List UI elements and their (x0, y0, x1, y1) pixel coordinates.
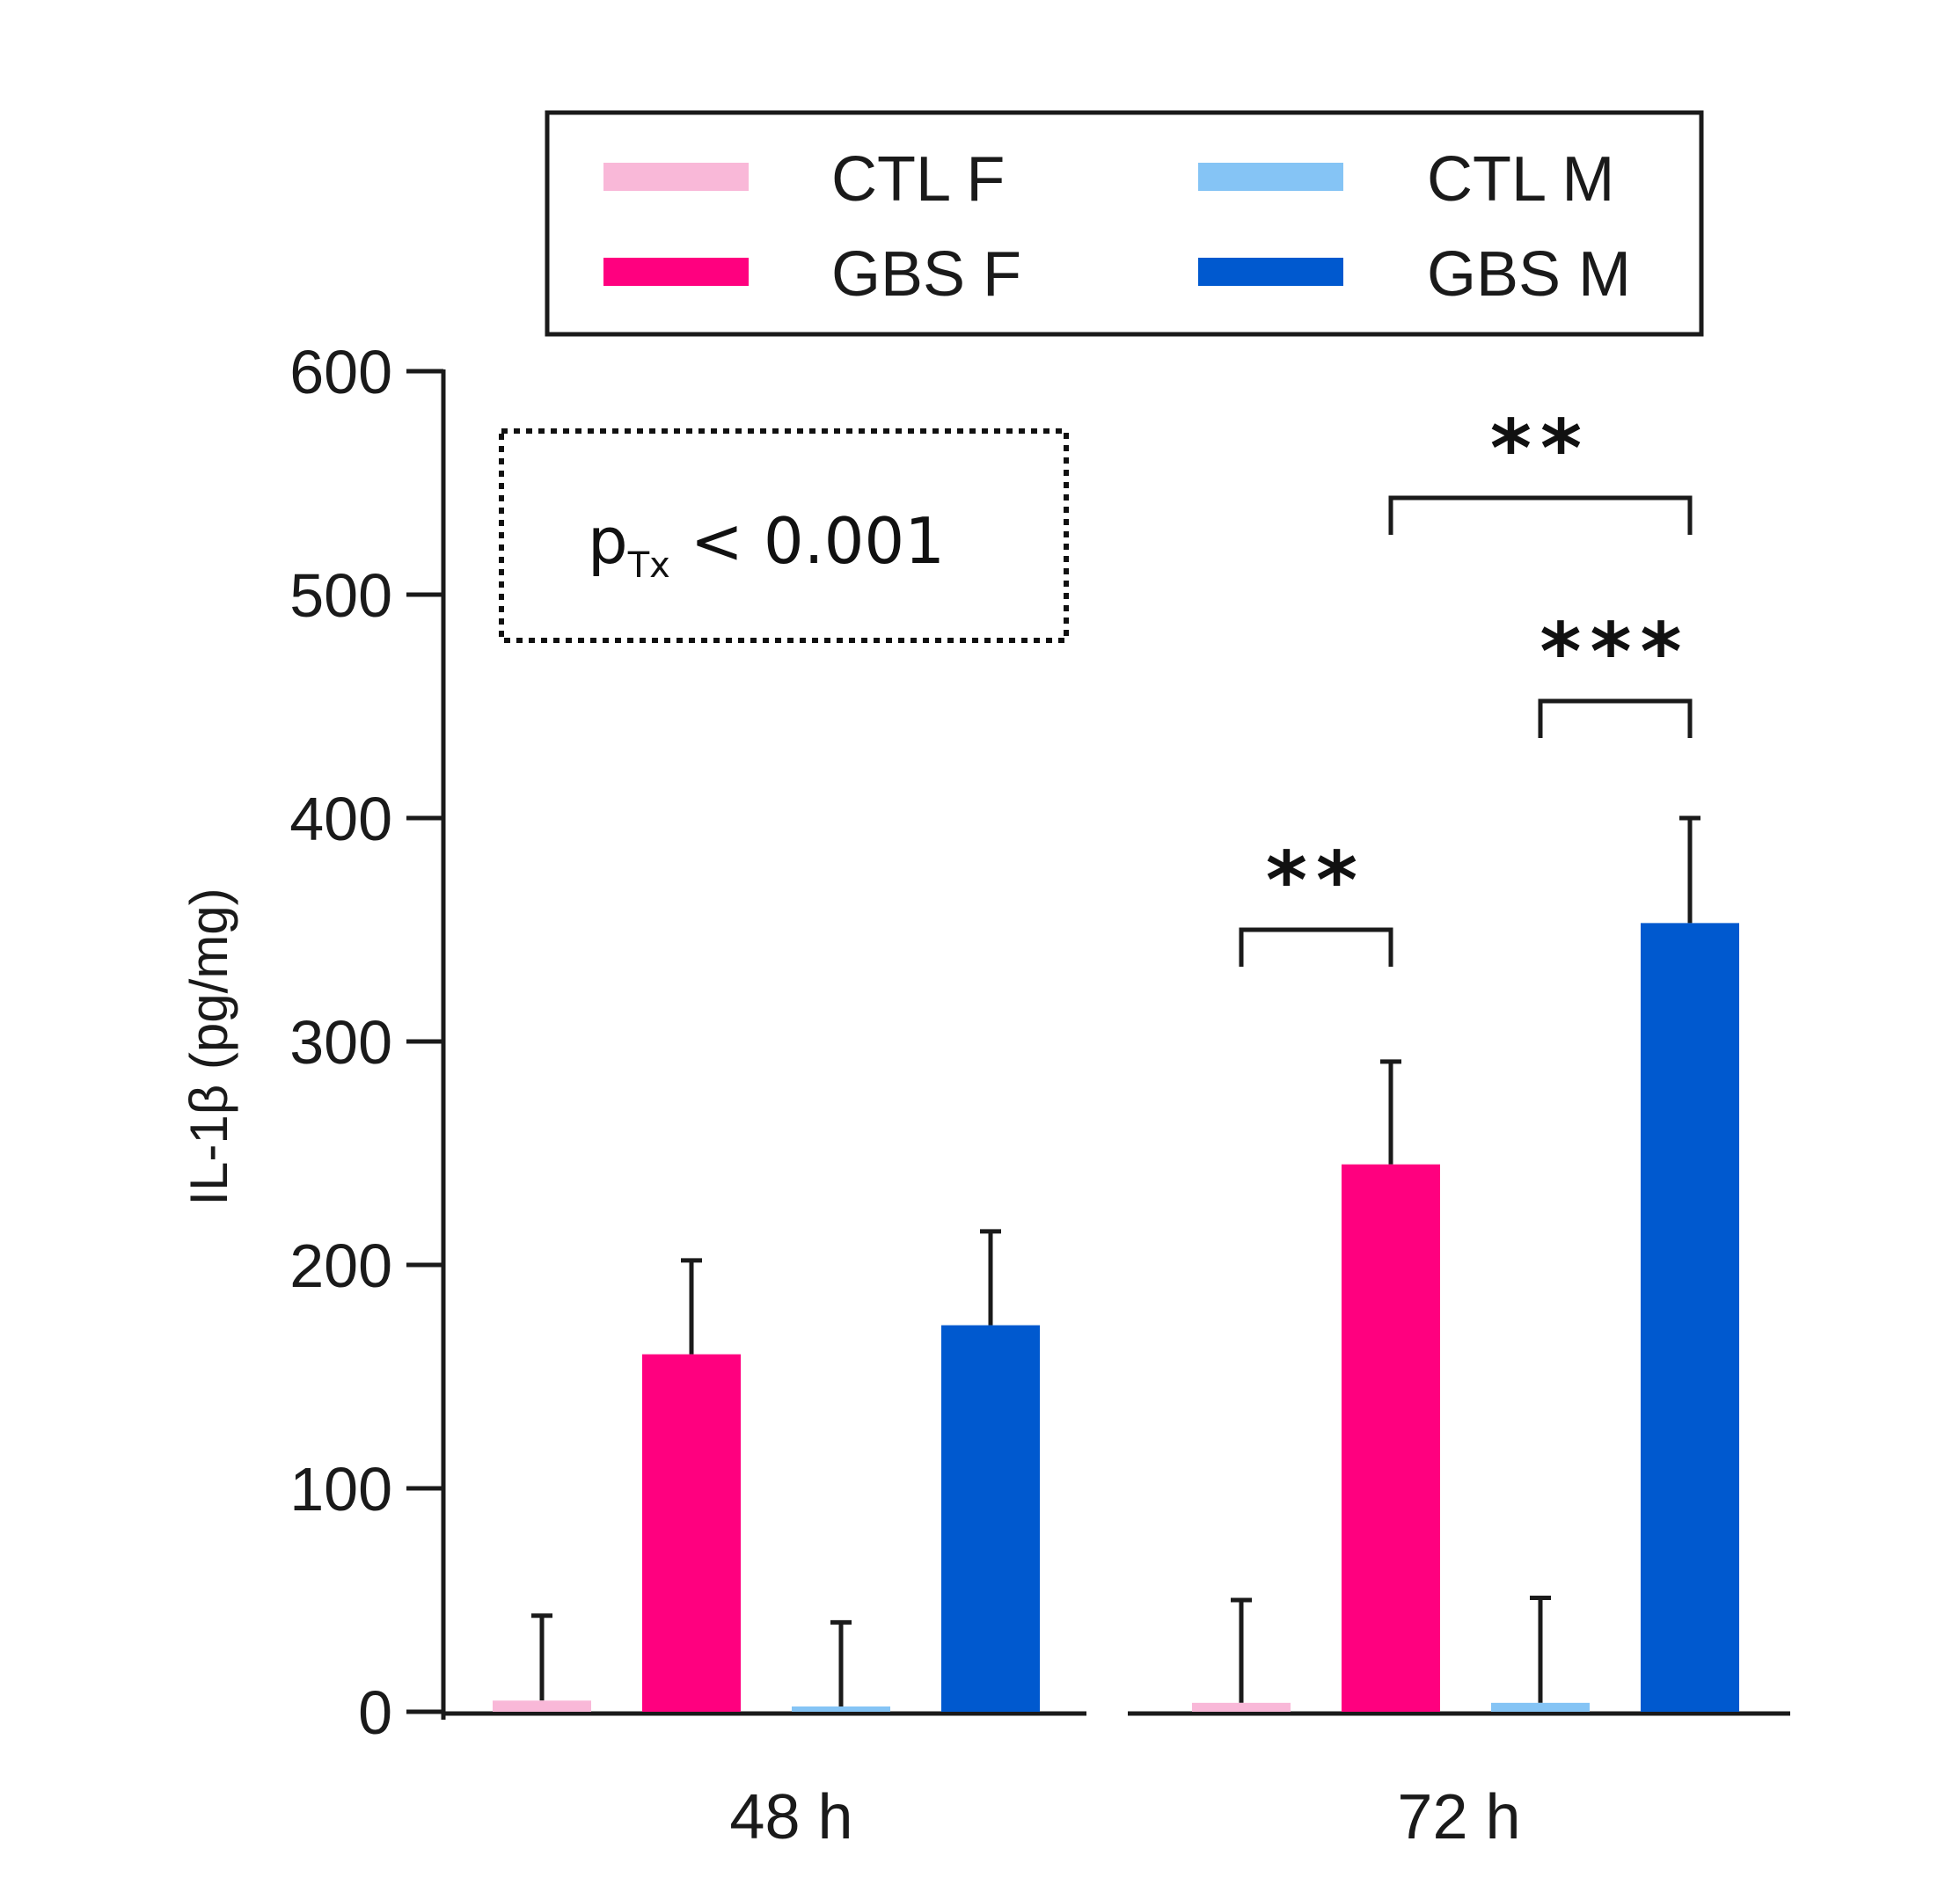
bar-gbs-m-48h (941, 1325, 1040, 1712)
significance-brackets: ******* (1239, 403, 1693, 967)
x-category-labels: 48 h 72 h (729, 1782, 1520, 1852)
y-tick-label-400: 400 (289, 785, 392, 853)
pvalue-box (499, 428, 1069, 643)
bar-ctl-m-72h (1491, 1702, 1590, 1712)
y-tick-label-300: 300 (289, 1008, 392, 1077)
legend-item-ctl-f: CTL F (603, 144, 1005, 215)
y-tick-label-200: 200 (289, 1231, 392, 1300)
legend-swatch-gbs-f (603, 258, 749, 286)
legend-swatch-gbs-m (1198, 258, 1343, 286)
bar-ctl-m-48h (792, 1706, 890, 1712)
bars (493, 815, 1739, 1712)
y-axis-label: IL-1β (pg/mg) (179, 888, 238, 1205)
y-tick-label-100: 100 (289, 1455, 392, 1524)
y-ticks: 0 100 200 300 400 500 600 (289, 338, 443, 1747)
x-label-48h: 48 h (729, 1782, 852, 1852)
legend-label-ctl-m: CTL M (1427, 144, 1614, 215)
sig-bracket-ctl-m-vs-gbs-m-label: *** (1539, 606, 1690, 698)
legend-item-ctl-m: CTL M (1198, 144, 1614, 215)
legend: CTL F CTL M GBS F GBS M (545, 110, 1704, 337)
legend-box (545, 110, 1704, 337)
sig-bracket-ctl-m-vs-gbs-m (1538, 698, 1693, 738)
bar-gbs-m-72h (1641, 923, 1739, 1712)
x-label-72h: 72 h (1397, 1782, 1520, 1852)
pvalue-main: p (588, 504, 628, 578)
pvalue-subscript: Tx (627, 545, 670, 586)
sig-bracket-ctl-f-vs-gbs-f-label: ** (1266, 835, 1366, 927)
legend-label-gbs-f: GBS F (831, 239, 1021, 310)
legend-swatch-ctl-m (1198, 163, 1343, 191)
sig-bracket-gbs-f-vs-gbs-m-label: ** (1490, 403, 1591, 495)
legend-item-gbs-f: GBS F (603, 239, 1021, 310)
pvalue-rest: < 0.001 (670, 504, 945, 578)
y-tick-label-600: 600 (289, 338, 392, 406)
bar-gbs-f-48h (642, 1354, 741, 1712)
legend-label-gbs-m: GBS M (1427, 239, 1631, 310)
y-tick-label-0: 0 (358, 1678, 392, 1747)
y-tick-label-500: 500 (289, 561, 392, 630)
legend-swatch-ctl-f (603, 163, 749, 191)
sig-bracket-gbs-f-vs-gbs-m (1388, 495, 1693, 535)
pvalue-text: pTx < 0.001 (588, 504, 945, 586)
sig-bracket-ctl-f-vs-gbs-f (1239, 927, 1393, 967)
pvalue-annotation: pTx < 0.001 (499, 428, 1069, 643)
bar-ctl-f-48h (493, 1700, 591, 1712)
legend-label-ctl-f: CTL F (831, 144, 1005, 215)
bar-ctl-f-72h (1192, 1702, 1291, 1712)
legend-item-gbs-m: GBS M (1198, 239, 1631, 310)
bar-gbs-f-72h (1342, 1164, 1440, 1712)
